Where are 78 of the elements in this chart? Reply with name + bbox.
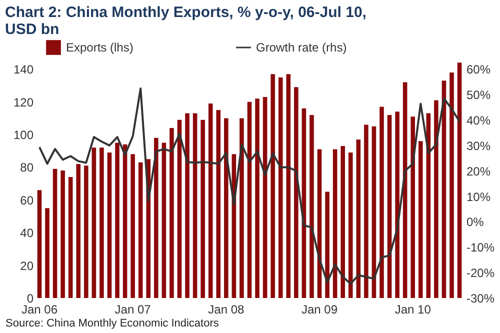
- legend-label: Exports (lhs): [66, 40, 134, 54]
- bar: [76, 164, 81, 298]
- bar: [100, 148, 104, 298]
- bar: [247, 102, 252, 298]
- bar: [310, 114, 314, 298]
- bar: [418, 141, 423, 298]
- y-tick-label: 100: [13, 128, 34, 142]
- bar: [240, 118, 244, 298]
- y2-tick-label: 40%: [466, 113, 491, 128]
- bar: [84, 166, 88, 298]
- y2-tick-label: -20%: [466, 266, 495, 280]
- bar: [340, 146, 345, 298]
- y-tick-label: 40: [20, 226, 34, 240]
- bar: [372, 126, 376, 298]
- y-tick-label: 20: [20, 258, 34, 273]
- bar: [107, 152, 112, 298]
- y-tick-label: 80: [20, 160, 34, 175]
- bar: [395, 112, 400, 298]
- bar: [154, 138, 158, 298]
- y-tick-label: 140: [13, 62, 34, 77]
- y2-tick-label: 60%: [466, 62, 491, 77]
- source-note: Source: China Monthly Economic Indicators: [6, 318, 220, 330]
- bar: [122, 144, 128, 298]
- bar: [208, 103, 213, 298]
- y-tick-label: 0: [26, 292, 34, 306]
- bar: [294, 87, 298, 298]
- text: USD bn: [5, 21, 60, 38]
- bar: [278, 77, 283, 298]
- bar: [387, 114, 392, 298]
- bar: [37, 190, 42, 298]
- bar: [170, 128, 174, 298]
- x-tick-label: Jan 10: [394, 302, 432, 316]
- bar: [138, 162, 143, 298]
- bar: [68, 177, 73, 298]
- y2-tick-label: 30%: [466, 138, 491, 153]
- y-tick-label: 120: [13, 95, 34, 110]
- legend-label: Growth rate (rhs): [256, 40, 347, 54]
- bar: [442, 80, 446, 298]
- bar: [45, 208, 50, 298]
- bar: [255, 98, 260, 298]
- bar: [224, 118, 228, 298]
- x-tick-label: Jan 07: [114, 302, 152, 316]
- bar: [200, 120, 205, 298]
- bar: [177, 120, 182, 298]
- bar: [185, 113, 190, 298]
- bar: [364, 124, 368, 298]
- y2-tick-label: -10%: [466, 240, 495, 255]
- bar: [332, 149, 338, 298]
- y2-tick-label: -30%: [466, 292, 495, 306]
- bar: [410, 116, 416, 298]
- bar: [457, 62, 462, 298]
- bar: [216, 110, 221, 298]
- x-tick-label: Jan 08: [208, 302, 245, 316]
- bar: [162, 142, 166, 298]
- y2-tick-label: 50%: [466, 88, 491, 102]
- y2-tick-label: 20%: [466, 164, 491, 178]
- bar: [60, 170, 65, 298]
- text: Chart 2: China Monthly Exports, % y-o-y, 06-Jul 10,: [5, 4, 366, 21]
- bar: [356, 139, 361, 298]
- bar: [380, 106, 384, 298]
- bar: [92, 148, 96, 298]
- y2-tick-label: 0%: [466, 215, 484, 230]
- bar: [192, 113, 198, 298]
- bar: [450, 72, 454, 298]
- bar: [286, 74, 291, 298]
- x-tick-label: Jan 09: [301, 302, 338, 316]
- bar: [52, 168, 58, 298]
- bar: [434, 100, 438, 298]
- bar: [270, 74, 275, 298]
- y2-tick-label: 10%: [466, 190, 491, 204]
- bar: [115, 142, 120, 298]
- bar: [325, 192, 330, 298]
- y-tick-label: 60: [20, 193, 34, 208]
- bar: [262, 96, 268, 298]
- bar: [348, 152, 353, 298]
- bar: [130, 154, 135, 298]
- line-series: [38, 87, 461, 285]
- x-tick-label: Jan 06: [21, 302, 58, 316]
